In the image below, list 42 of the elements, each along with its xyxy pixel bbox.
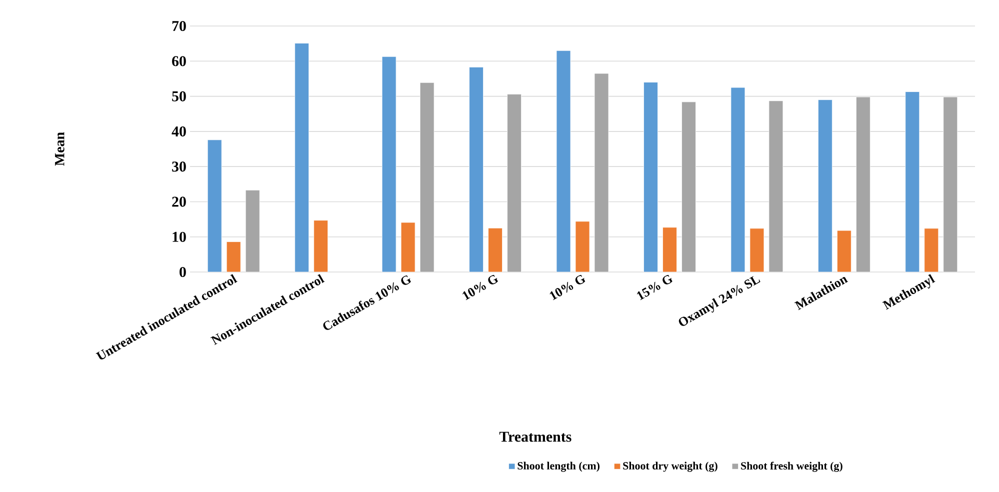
- bar: [943, 96, 958, 272]
- bar: [556, 50, 571, 272]
- bar: [207, 140, 222, 272]
- bar: [856, 96, 870, 272]
- bar: [730, 87, 746, 272]
- bar: [818, 100, 832, 272]
- legend-label: Shoot dry weight (g): [623, 462, 718, 472]
- bar: [575, 221, 590, 272]
- bar: [488, 228, 502, 272]
- bar: [294, 43, 310, 272]
- x-axis-title: Treatments: [499, 432, 572, 442]
- y-axis-title: Mean: [55, 132, 64, 166]
- bar: [382, 56, 396, 272]
- legend-label: Shoot fresh weight (g): [741, 462, 842, 472]
- y-tick-label: 70: [172, 20, 186, 32]
- y-tick-label: 50: [172, 91, 186, 102]
- bar: [682, 102, 696, 272]
- bar: [662, 227, 677, 272]
- bar: [768, 100, 784, 272]
- bar: [314, 220, 328, 272]
- bar: [924, 228, 939, 272]
- x-tick-label: 10% G: [462, 274, 498, 300]
- bar: [507, 94, 522, 272]
- bar: [420, 82, 434, 272]
- y-tick-label: 0: [180, 266, 186, 278]
- bar: [226, 242, 241, 272]
- bar: [400, 222, 416, 272]
- y-tick-label: 40: [172, 126, 186, 136]
- bar: [594, 73, 609, 272]
- bar: [905, 92, 920, 272]
- y-tick-label: 10: [172, 232, 186, 242]
- y-tick-label: 60: [172, 56, 186, 66]
- legend-label: Shoot length (cm): [518, 462, 600, 472]
- y-tick-label: 30: [172, 162, 186, 172]
- x-tick-label: 15% G: [636, 274, 672, 300]
- y-tick-label: 20: [172, 196, 186, 207]
- x-tick-label: 10% G: [550, 274, 586, 300]
- bar: [644, 82, 658, 272]
- bar: [245, 190, 260, 272]
- bar: [836, 230, 852, 272]
- bar: [750, 228, 764, 272]
- bar: [469, 66, 484, 272]
